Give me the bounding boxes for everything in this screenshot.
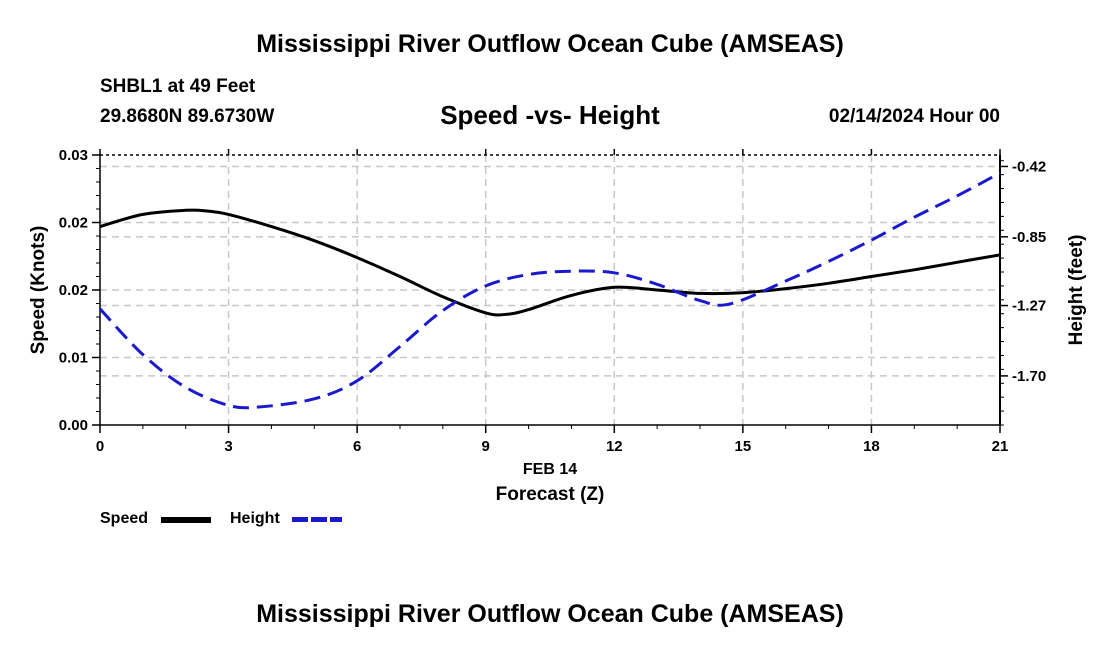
series-lines xyxy=(98,171,1001,410)
station-label: SHBL1 at 49 Feet xyxy=(100,76,256,97)
y-tick-label: 0.02 xyxy=(59,282,88,299)
x-tick-label: 12 xyxy=(606,438,623,455)
y2-tick-label: -0.42 xyxy=(1012,158,1046,175)
x-tick-label: 15 xyxy=(735,438,752,455)
y-tick-label: 0.02 xyxy=(59,215,88,232)
x-tick-label: 0 xyxy=(96,438,104,455)
x-axis-date-label: FEB 14 xyxy=(523,461,577,478)
y2-tick-label: -1.70 xyxy=(1012,368,1046,385)
tick-marks: 0 3 6 9 12 15 18 21 0.00 0.01 0.02 0.02 0.03 -0.42 -0.… xyxy=(59,147,1046,455)
y-axis-label: Speed (Knots) xyxy=(28,226,49,355)
x-tick-label: 6 xyxy=(353,438,361,455)
footer-title: Mississippi River Outflow Ocean Cube (AM… xyxy=(256,600,844,628)
y2-axis-label: Height (feet) xyxy=(1066,235,1087,346)
legend-speed-label: Speed xyxy=(100,510,149,527)
grid-lines xyxy=(100,155,1000,425)
legend-height-swatch xyxy=(292,517,342,522)
chart-title: Speed -vs- Height xyxy=(440,100,660,130)
y-tick-label: 0.03 xyxy=(59,147,88,164)
legend-speed-swatch xyxy=(161,517,211,523)
series-line-speed xyxy=(99,208,1001,317)
location-label: 29.8680N 89.6730W xyxy=(100,106,275,127)
legend-height-label: Height xyxy=(230,510,280,527)
x-tick-label: 18 xyxy=(863,438,880,455)
x-tick-label: 9 xyxy=(482,438,490,455)
series-line-height xyxy=(98,171,1001,410)
y2-tick-label: -1.27 xyxy=(1012,298,1046,315)
date-label: 02/14/2024 Hour 00 xyxy=(828,106,1000,127)
x-tick-label: 21 xyxy=(992,438,1009,455)
y-tick-label: 0.01 xyxy=(59,350,88,367)
y-tick-label: 0.00 xyxy=(59,417,88,434)
y2-tick-label: -0.85 xyxy=(1012,229,1046,246)
x-tick-label: 3 xyxy=(224,438,232,455)
x-axis-label: Forecast (Z) xyxy=(496,484,605,505)
page-title: Mississippi River Outflow Ocean Cube (AM… xyxy=(256,30,844,58)
